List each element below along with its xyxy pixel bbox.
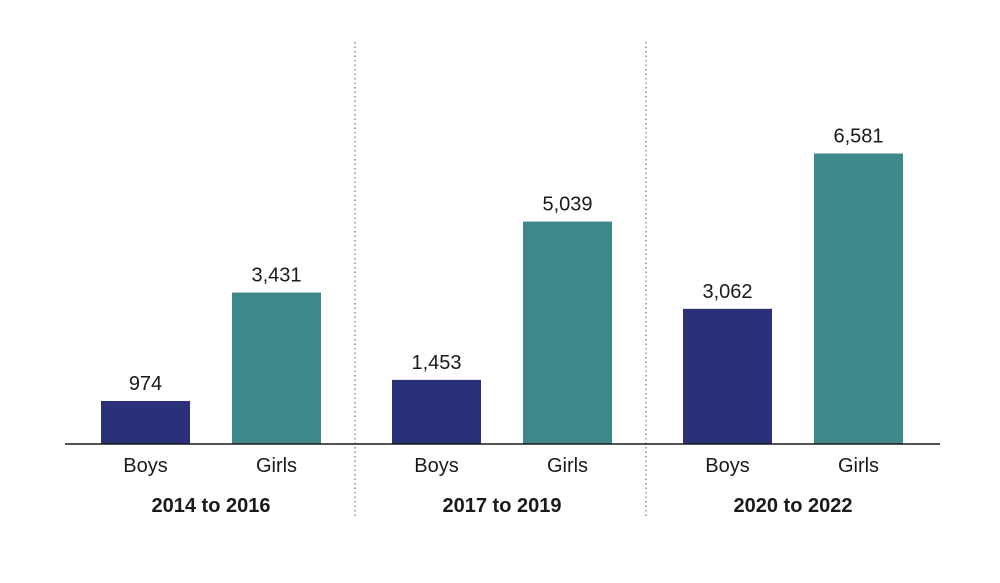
bar-2-boys [392, 379, 481, 444]
bar-3-girls [814, 153, 903, 444]
group-separators [354, 42, 647, 518]
bars [101, 153, 903, 444]
group-label-3: 2020 to 2022 [734, 495, 853, 517]
bar-2-boys-category-label: Boys [414, 455, 458, 477]
group-label-2: 2017 to 2019 [443, 495, 562, 517]
bar-1-girls-category-label: Girls [256, 455, 297, 477]
bar-3-boys-value-label: 3,062 [702, 281, 752, 303]
bar-1-girls-value-label: 3,431 [251, 265, 301, 287]
bar-1-boys [101, 401, 190, 444]
bar-1-girls [232, 292, 321, 444]
bar-2-girls [523, 221, 612, 444]
bar-3-girls-value-label: 6,581 [833, 126, 883, 148]
bar-1-boys-category-label: Boys [123, 455, 167, 477]
bar-2-boys-value-label: 1,453 [411, 352, 461, 374]
bar-2-girls-category-label: Girls [547, 455, 588, 477]
bar-2-girls-value-label: 5,039 [542, 194, 592, 216]
group-label-1: 2014 to 2016 [152, 495, 271, 517]
bar-1-boys-value-label: 974 [129, 373, 162, 395]
labels: 974 Boys 3,431 Girls 2014 to 2016 1,453 Boys 5,… [123, 126, 883, 518]
bar-3-boys [683, 308, 772, 444]
bar-3-girls-category-label: Girls [838, 455, 879, 477]
bar-3-boys-category-label: Boys [705, 455, 749, 477]
